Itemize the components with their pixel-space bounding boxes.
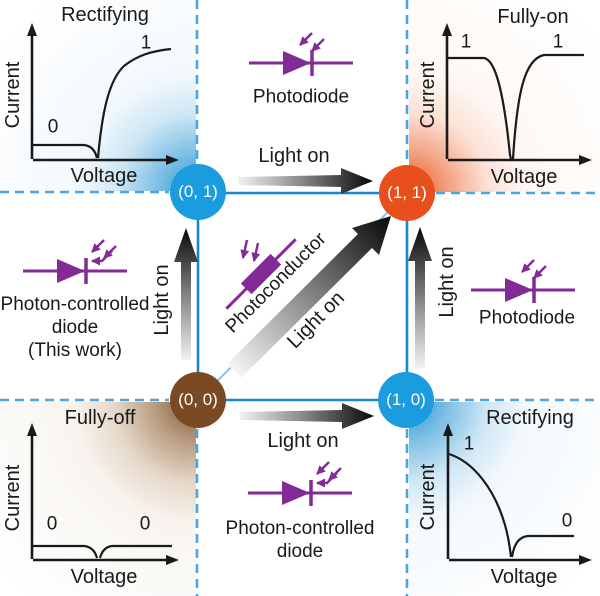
photoconductor-icon (225, 238, 297, 310)
y-axis-label-bottom-right: Current (417, 463, 439, 531)
photon-controlled-diode-icon (248, 462, 352, 506)
photodiode-icon (249, 33, 353, 76)
device-label-line: Photon-controlled (225, 518, 375, 539)
x-axis-label-bottom-left: Voltage (70, 566, 138, 588)
light-on-arrow-diagonal (227, 216, 391, 378)
curve-label: 1 (140, 32, 152, 54)
y-axis-label-top-right: Current (417, 61, 439, 129)
photon-controlled-diode-label-bottom: Photon-controlled diode (226, 517, 375, 563)
y-axis-label-bottom-left: Current (2, 464, 24, 532)
iv-plot-bottom-right (443, 423, 592, 565)
curve-label: 0 (46, 513, 58, 535)
node-1-1-label: (1, 1) (387, 183, 427, 202)
node-1-0-label: (1, 0) (386, 390, 426, 409)
x-axis-label-top-left: Voltage (70, 165, 138, 187)
light-on-label-bottom: Light on (267, 430, 339, 452)
node-0-0: (0, 0) (170, 372, 226, 428)
curve-label: 1 (463, 433, 475, 455)
curve-label: 0 (47, 116, 59, 138)
photon-controlled-diode-icon (23, 240, 127, 284)
plot-title-bottom-left: Fully-off (64, 407, 136, 429)
light-on-label-top: Light on (258, 145, 330, 167)
photodiode-label-right: Photodiode (478, 307, 576, 329)
curve-label: 1 (552, 31, 564, 53)
node-1-1: (1, 1) (379, 165, 435, 221)
plot-title-bottom-right: Rectifying (486, 407, 574, 429)
iv-plot-bottom-left (27, 423, 179, 565)
x-axis-label-top-right: Voltage (490, 166, 558, 188)
light-on-arrow-left (174, 228, 198, 360)
photon-controlled-diode-label-left: Photon-controlled diode (This work) (1, 293, 150, 362)
curve-label: 0 (561, 510, 573, 532)
node-1-0: (1, 0) (378, 372, 434, 428)
device-label-line: (This work) (28, 340, 122, 361)
node-0-1-label: (0, 1) (178, 182, 218, 201)
device-label-line: diode (51, 317, 99, 338)
iv-plot-top-left (27, 23, 179, 165)
node-0-1: (0, 1) (170, 164, 226, 220)
plot-title-top-left: Rectifying (61, 4, 149, 26)
device-label-line: Photon-controlled (0, 294, 150, 315)
light-on-arrow-right (408, 227, 432, 368)
gradient-bottom-right-quadrant (409, 402, 600, 596)
photodiode-label-top: Photodiode (252, 86, 350, 108)
device-label-line: diode (276, 541, 324, 562)
light-on-arrow-bottom (240, 403, 374, 429)
x-axis-label-bottom-right: Voltage (490, 566, 558, 588)
curve-label: 0 (139, 513, 151, 535)
light-on-label-left: Light on (151, 264, 173, 336)
y-axis-label-top-left: Current (2, 61, 24, 129)
light-on-arrows (174, 168, 432, 429)
light-on-label-right: Light on (436, 246, 458, 318)
photodiode-icon (471, 260, 575, 303)
plot-title-top-right: Fully-on (497, 6, 569, 28)
node-0-0-label: (0, 0) (178, 390, 218, 409)
curve-label: 1 (460, 31, 472, 53)
iv-plot-top-right (442, 23, 592, 165)
light-on-arrow-top (238, 168, 373, 194)
